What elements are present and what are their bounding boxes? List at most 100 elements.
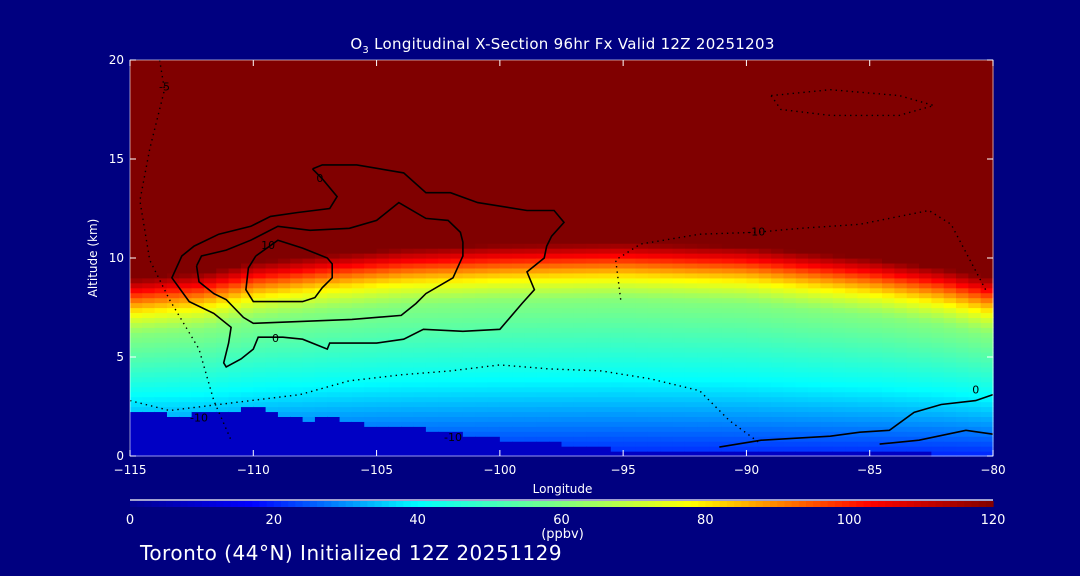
- heatmap-cell: [487, 272, 501, 279]
- heatmap-cell: [647, 258, 661, 264]
- heatmap-cell: [820, 381, 834, 388]
- heatmap-cell: [425, 79, 439, 86]
- heatmap-cell: [130, 154, 143, 160]
- heatmap-cell: [820, 99, 834, 106]
- heatmap-cell: [339, 431, 353, 437]
- heatmap-cell: [783, 401, 797, 408]
- heatmap-cell: [771, 134, 785, 140]
- heatmap-cell: [660, 446, 674, 452]
- heatmap-cell: [302, 327, 316, 333]
- heatmap-cell: [487, 134, 501, 140]
- heatmap-cell: [376, 441, 390, 447]
- heatmap-cell: [475, 396, 489, 403]
- heatmap-cell: [771, 173, 785, 180]
- heatmap-cell: [450, 357, 464, 363]
- heatmap-cell: [314, 243, 328, 249]
- heatmap-cell: [845, 267, 858, 274]
- heatmap-cell: [845, 332, 858, 338]
- heatmap-cell: [401, 376, 415, 383]
- heatmap-cell: [499, 302, 513, 309]
- heatmap-cell: [438, 302, 452, 309]
- heatmap-cell: [351, 248, 365, 254]
- heatmap-cell: [364, 154, 378, 160]
- heatmap-cell: [882, 381, 895, 388]
- heatmap-cell: [536, 292, 550, 299]
- heatmap-cell: [376, 431, 390, 437]
- heatmap-cell: [549, 79, 563, 86]
- heatmap-cell: [672, 292, 686, 299]
- heatmap-cell: [808, 297, 821, 304]
- heatmap-cell: [277, 238, 291, 244]
- heatmap-cell: [771, 357, 785, 363]
- heatmap-cell: [672, 302, 686, 309]
- heatmap-cell: [290, 411, 304, 417]
- heatmap-cell: [314, 154, 328, 160]
- heatmap-cell: [771, 312, 785, 318]
- heatmap-cell: [660, 188, 674, 195]
- heatmap-cell: [130, 272, 143, 279]
- heatmap-cell: [783, 149, 797, 155]
- heatmap-cell: [364, 218, 378, 224]
- heatmap-cell: [327, 248, 341, 254]
- heatmap-cell: [130, 168, 143, 175]
- heatmap-cell: [832, 248, 846, 254]
- heatmap-cell: [154, 163, 168, 170]
- heatmap-cell: [524, 441, 538, 447]
- heatmap-cell: [401, 267, 415, 274]
- heatmap-cell: [450, 386, 464, 393]
- heatmap-cell: [820, 109, 834, 116]
- heatmap-cell: [561, 342, 575, 348]
- heatmap-cell: [524, 451, 538, 457]
- heatmap-cell: [191, 371, 205, 378]
- heatmap-cell: [635, 124, 649, 130]
- heatmap-cell: [401, 218, 415, 224]
- heatmap-cell: [438, 104, 452, 111]
- heatmap-cell: [721, 386, 735, 393]
- heatmap-cell: [413, 69, 427, 76]
- heatmap-cell: [795, 401, 809, 408]
- heatmap-cell: [635, 262, 649, 269]
- heatmap-cell: [388, 262, 402, 269]
- heatmap-cell: [339, 371, 353, 378]
- heatmap-cell: [265, 119, 279, 125]
- heatmap-cell: [166, 322, 180, 328]
- heatmap-cell: [660, 60, 674, 66]
- heatmap-cell: [709, 357, 723, 363]
- heatmap-cell: [265, 446, 279, 452]
- heatmap-cell: [573, 352, 587, 358]
- heatmap-cell: [635, 129, 649, 135]
- heatmap-cell: [820, 213, 834, 219]
- heatmap-cell: [512, 312, 526, 318]
- heatmap-cell: [166, 376, 180, 383]
- heatmap-cell: [697, 208, 711, 215]
- heatmap-cell: [647, 312, 661, 318]
- heatmap-cell: [857, 114, 871, 120]
- heatmap-cell: [425, 84, 439, 91]
- heatmap-cell: [598, 188, 612, 195]
- heatmap-cell: [882, 163, 895, 170]
- heatmap-cell: [598, 129, 612, 135]
- heatmap-cell: [253, 69, 267, 76]
- heatmap-cell: [536, 416, 550, 422]
- heatmap-cell: [216, 287, 230, 294]
- heatmap-cell: [734, 277, 748, 284]
- heatmap-cell: [388, 357, 402, 363]
- heatmap-cell: [290, 193, 304, 200]
- heatmap-cell: [845, 248, 858, 254]
- heatmap-cell: [253, 431, 267, 437]
- heatmap-cell: [672, 243, 686, 249]
- heatmap-cell: [573, 386, 587, 393]
- heatmap-cell: [314, 183, 328, 190]
- heatmap-cell: [882, 173, 895, 180]
- heatmap-cell: [401, 74, 415, 81]
- heatmap-cell: [894, 282, 908, 289]
- heatmap-cell: [524, 84, 538, 91]
- heatmap-cell: [672, 258, 686, 264]
- heatmap-cell: [610, 396, 624, 403]
- heatmap-cell: [327, 396, 341, 403]
- heatmap-cell: [586, 238, 600, 244]
- heatmap-cell: [240, 406, 254, 413]
- heatmap-cell: [413, 302, 427, 309]
- heatmap-cell: [364, 436, 378, 442]
- heatmap-cell: [302, 441, 316, 447]
